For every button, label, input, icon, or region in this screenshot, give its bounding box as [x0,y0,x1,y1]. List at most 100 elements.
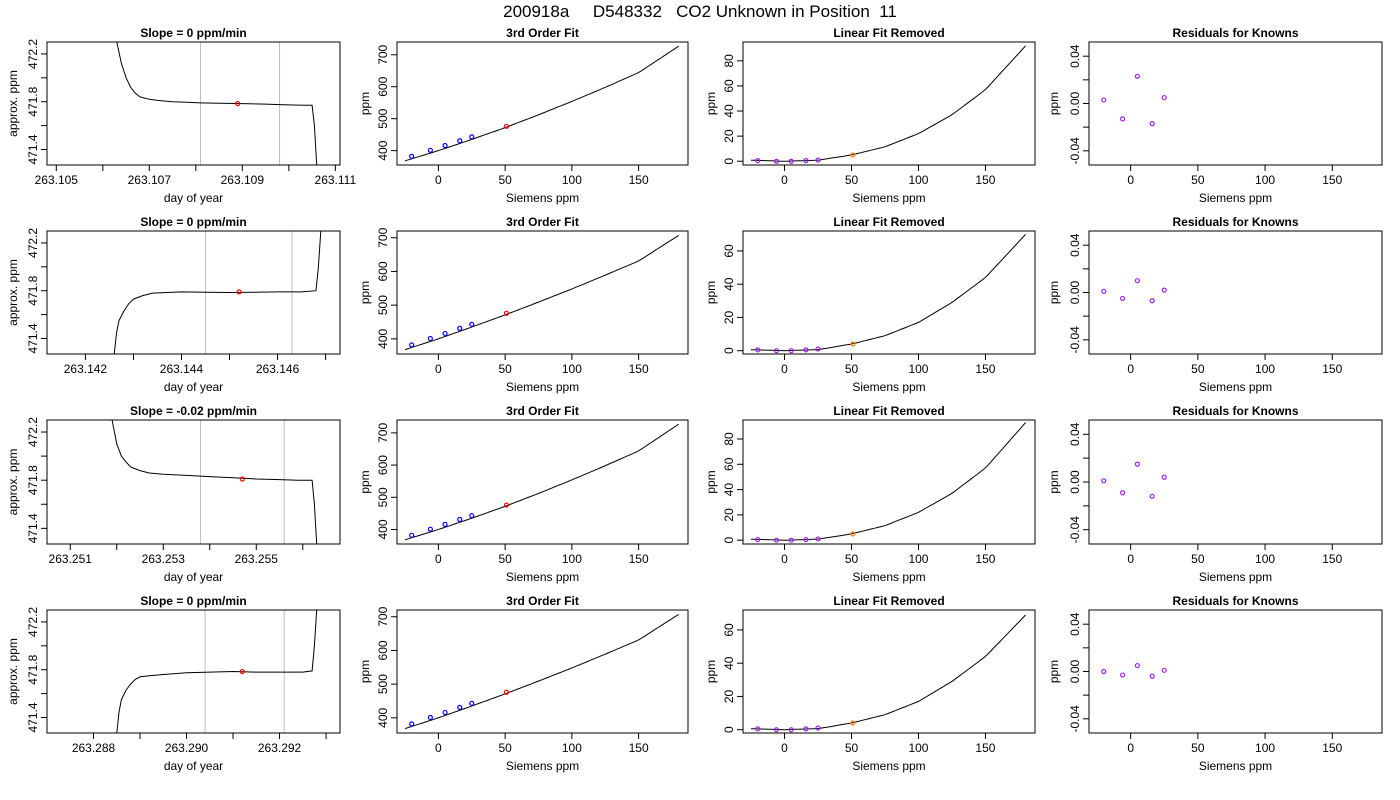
plot-area [1101,461,1167,499]
y-tick-label: 500 [376,487,390,507]
x-tick-label: 150 [1322,362,1342,376]
unknown-point [503,123,510,129]
y-tick-label: -0.04 [1068,705,1082,733]
chart-panel-linres-1: Linear Fit Removed 0 50 100 150 Siemens ppm 0 2… [704,215,1036,394]
chart-title: Linear Fit Removed [833,215,944,229]
y-tick-label: 20 [722,310,736,324]
known-point [427,335,433,342]
plot-area [750,614,1026,733]
known-point [788,727,794,733]
plot-frame [742,230,1036,355]
plot-area [116,610,318,733]
residual-point [1149,121,1155,127]
y-tick-label: 600 [376,261,390,281]
plot-frame [46,419,341,545]
known-point [427,526,433,532]
y-axis-label: ppm [1047,470,1061,493]
x-axis-label: day of year [164,191,223,205]
unknown-point [850,531,856,537]
mean-point [235,101,241,107]
trace-line [111,420,318,544]
plot-frame [742,609,1036,734]
known-point [469,700,475,706]
chart-title: 3rd Order Fit [506,215,579,229]
unknown-point [850,341,856,347]
x-tick-label: 100 [562,552,582,566]
y-axis-label: ppm [1047,281,1061,304]
x-tick-label: 50 [1191,741,1205,755]
plot-frame [396,419,689,545]
chart-panel-linres-3: Linear Fit Removed 0 50 100 150 Siemens ppm 0 2… [704,594,1036,773]
y-tick-label: -0.04 [1068,137,1082,165]
x-tick-label: 50 [845,741,859,755]
residual-point [1101,288,1107,294]
y-tick-label: 20 [722,508,736,522]
chart-panel-trace-3: Slope = 0 ppm/min 263.288 263.290 263.292 da… [6,594,341,773]
known-point [815,346,821,352]
y-tick-label: 471.4 [26,134,40,164]
known-point [469,321,475,327]
x-tick-label: 150 [629,362,649,376]
known-point [457,325,463,331]
plot-area [750,233,1026,354]
known-point [469,134,475,140]
residual-point [1134,73,1140,79]
y-tick-label: 60 [722,457,736,471]
known-point [788,348,794,354]
y-axis-label: ppm [1047,92,1061,115]
y-tick-label: 471.8 [26,275,40,305]
y-tick-label: 471.8 [26,465,40,495]
known-point [773,348,780,354]
y-tick-label: 400 [376,329,390,349]
residual-point [1134,461,1140,467]
known-point [803,347,809,353]
residual-point [1149,493,1155,499]
residual-point [1161,287,1167,293]
chart-panel-trace-2: Slope = -0.02 ppm/min 263.251 263.253 263.2… [6,404,341,584]
y-tick-label: 472.2 [26,39,40,69]
x-tick-label: 50 [498,173,512,187]
x-tick-label: 100 [1255,741,1275,755]
y-tick-label: 400 [376,708,390,728]
residual-point [1134,662,1140,669]
y-tick-label: 80 [722,432,736,446]
y-axis-label: ppm [704,281,718,304]
y-tick-label: 600 [376,455,390,475]
x-tick-label: 150 [629,552,649,566]
chart-panel-linres-0: Linear Fit Removed 0 50 100 150 Siemens ppm 0 2… [704,26,1036,205]
x-axis-label: Siemens ppm [852,759,925,773]
x-tick-label: 0 [1127,173,1134,187]
x-tick-label: 100 [562,173,582,187]
y-axis-label: ppm [704,92,718,115]
y-tick-label: 400 [376,519,390,539]
x-tick-label: 150 [975,173,995,187]
x-tick-label: 150 [629,741,649,755]
residual-point [1134,278,1140,284]
trace-line [116,610,318,733]
known-point [442,521,448,527]
x-tick-label: 50 [1191,552,1205,566]
fit-curve [750,422,1026,541]
known-point [442,330,448,337]
x-tick-label: 0 [435,173,442,187]
y-tick-label: 600 [376,76,390,96]
y-axis-label: ppm [358,92,372,115]
plot-area [113,231,322,354]
fit-curve [750,614,1026,731]
y-tick-label: 471.4 [26,702,40,732]
mean-point [239,476,245,482]
y-tick-label: 60 [722,623,736,637]
y-tick-label: 40 [722,104,736,118]
plot-frame [742,41,1036,166]
chart-panel-fit-0: 3rd Order Fit 0 50 100 150 Siemens ppm 400 500 6… [358,26,689,205]
plot-area [404,423,679,541]
y-tick-label: 700 [376,606,390,626]
x-tick-label: 100 [908,362,928,376]
chart-panel-resid-2: Residuals for Knowns 0 50 100 150 Siemens ppm… [1047,404,1383,584]
fit-curve [404,234,679,351]
y-tick-label: 0.00 [1068,470,1082,494]
known-point [755,347,761,353]
y-tick-label: 471.4 [26,513,40,543]
y-tick-label: 20 [722,689,736,703]
x-axis-label: day of year [164,570,223,584]
